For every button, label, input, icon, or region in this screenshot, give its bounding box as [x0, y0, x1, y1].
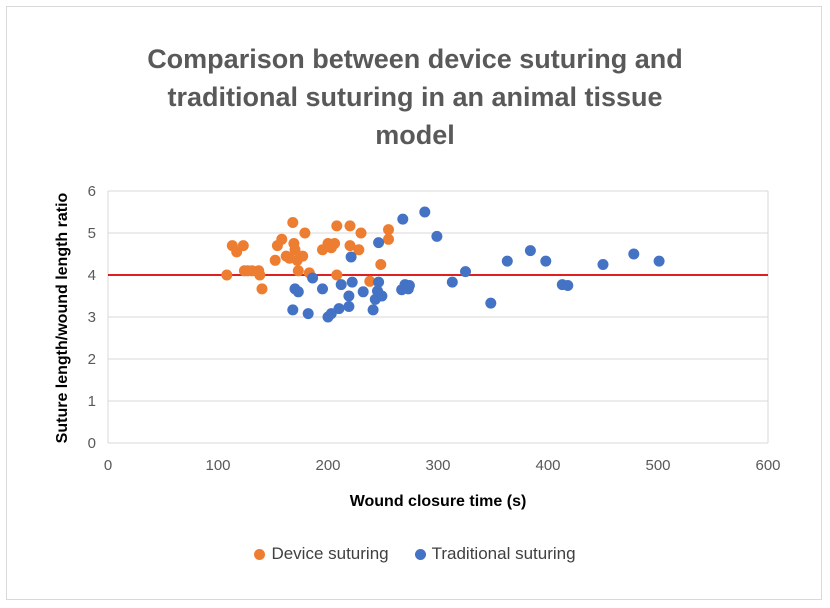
x-tick-label: 600: [755, 457, 780, 474]
y-axis-ticks: 0 1 2 3 4 5 6: [88, 183, 96, 452]
data-point-traditional: [367, 304, 379, 316]
data-point-device: [237, 240, 249, 252]
data-point-device: [331, 220, 343, 232]
data-point-traditional: [335, 279, 347, 291]
legend-item-traditional: Traditional suturing: [414, 544, 576, 564]
data-point-device: [254, 269, 266, 281]
x-tick-label: 100: [205, 457, 230, 474]
chart-title: Comparison between device suturing and t…: [0, 40, 830, 154]
data-point-traditional: [524, 245, 536, 257]
data-point-device: [289, 244, 301, 256]
y-tick-label: 6: [88, 183, 96, 200]
chart-title-line-2: traditional suturing in an animal tissue: [167, 82, 663, 112]
data-point-traditional: [317, 283, 328, 295]
data-point-device: [344, 240, 356, 252]
x-tick-label: 400: [535, 457, 560, 474]
y-tick-label: 1: [88, 393, 96, 410]
data-point-traditional: [373, 276, 385, 288]
data-point-device: [353, 244, 365, 256]
legend-marker-traditional: [414, 548, 426, 560]
data-point-traditional: [446, 276, 458, 288]
data-point-traditional: [597, 259, 609, 270]
data-point-traditional: [540, 255, 552, 267]
chart-title-line-1: Comparison between device suturing and: [147, 44, 683, 74]
data-point-traditional: [397, 213, 409, 225]
data-point-device: [297, 250, 309, 262]
gridlines: [107, 190, 769, 444]
data-point-device: [287, 217, 299, 228]
data-point-traditional: [292, 286, 304, 298]
y-tick-label: 5: [88, 225, 96, 242]
data-point-traditional: [460, 266, 471, 278]
data-point-device: [375, 259, 387, 270]
data-point-device: [256, 283, 268, 295]
legend-item-device: Device suturing: [254, 544, 389, 564]
data-point-traditional: [501, 255, 513, 267]
x-axis-ticks: 0 100 200 300 400 500 600: [104, 457, 781, 474]
data-point-traditional: [376, 290, 388, 302]
data-point-device: [383, 224, 394, 236]
data-point-device: [364, 275, 376, 287]
data-point-device: [383, 233, 394, 245]
data-point-device: [355, 227, 367, 239]
legend-marker-device: [254, 548, 266, 560]
data-point-traditional: [562, 280, 574, 291]
data-point-traditional: [333, 303, 345, 315]
data-point-traditional: [628, 248, 640, 260]
data-point-traditional: [485, 297, 497, 309]
data-point-traditional: [653, 255, 665, 267]
data-point-device: [292, 265, 304, 277]
data-point-traditional: [307, 272, 319, 284]
x-tick-label: 500: [645, 457, 670, 474]
data-point-traditional: [343, 301, 355, 312]
data-point-traditional: [302, 308, 314, 320]
data-point-traditional: [403, 280, 415, 291]
data-point-device: [276, 233, 288, 245]
data-point-traditional: [287, 304, 299, 316]
data-point-traditional: [431, 230, 443, 242]
chart-title-line-3: model: [375, 120, 455, 150]
data-point-traditional: [346, 276, 358, 288]
legend-label-traditional: Traditional suturing: [431, 544, 576, 563]
data-point-device: [299, 227, 311, 239]
x-tick-label: 0: [104, 457, 112, 474]
x-tick-label: 200: [315, 457, 340, 474]
legend: Device suturing Traditional suturing: [0, 544, 830, 564]
chart-frame: [6, 6, 822, 600]
x-tick-label: 300: [425, 457, 450, 474]
data-point-traditional: [343, 290, 355, 302]
data-point-traditional: [419, 206, 431, 218]
y-tick-label: 2: [88, 351, 96, 368]
data-point-device: [269, 254, 281, 266]
data-point-device: [329, 238, 341, 249]
y-tick-label: 0: [88, 435, 96, 452]
data-point-device: [331, 269, 343, 281]
data-point-traditional: [345, 251, 357, 263]
y-tick-label: 3: [88, 309, 96, 326]
data-point-device: [221, 269, 233, 281]
x-axis-title: Wound closure time (s): [350, 493, 527, 510]
data-point-traditional: [357, 286, 369, 298]
data-point-traditional: [373, 237, 385, 249]
data-point-device: [344, 220, 356, 232]
y-tick-label: 4: [88, 267, 96, 284]
legend-label-device: Device suturing: [271, 544, 389, 563]
y-axis-title: Suture length/wound length ratio: [54, 192, 71, 443]
data-points: [221, 206, 665, 323]
